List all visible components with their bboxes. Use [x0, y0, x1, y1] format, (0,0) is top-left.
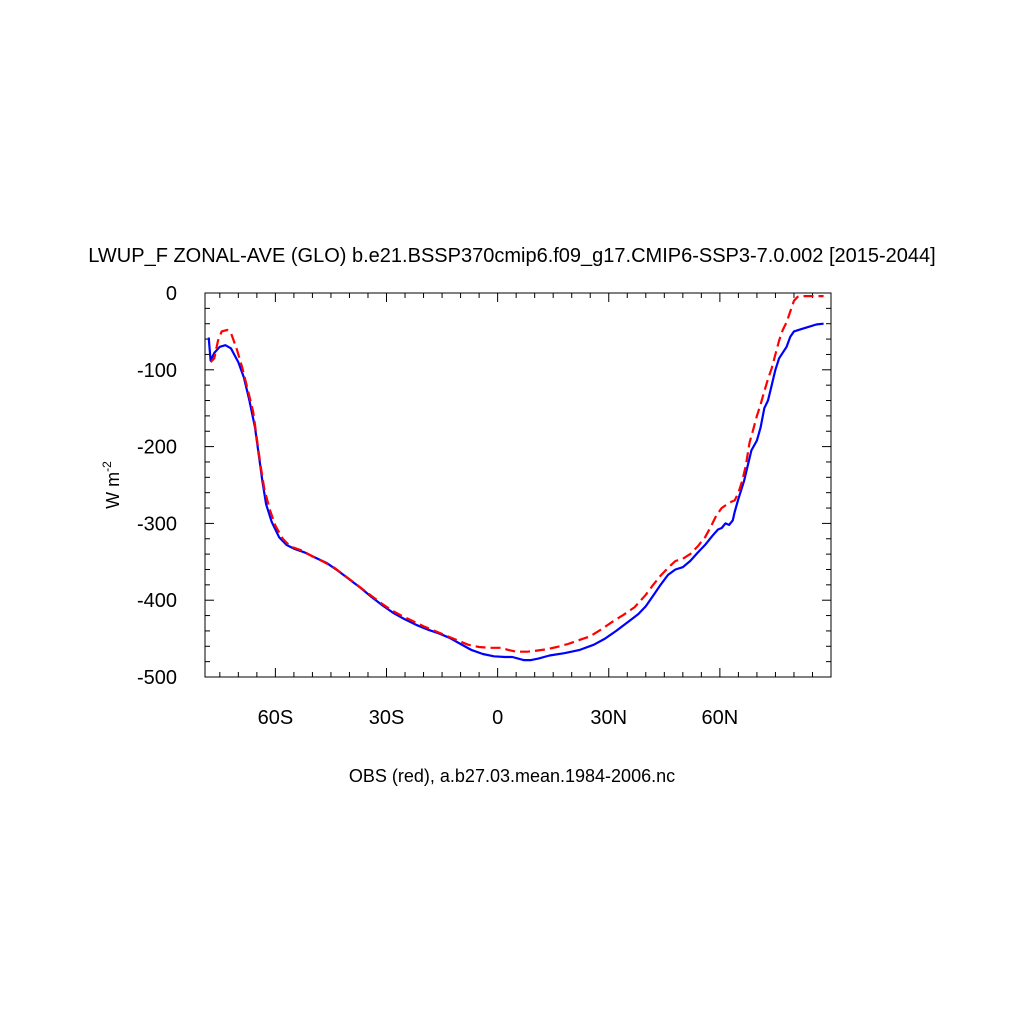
x-tick-label: 30S: [369, 707, 405, 729]
y-axis-label: W m-2: [100, 461, 123, 509]
x-tick-label: 60S: [258, 707, 294, 729]
y-axis-label-exponent: -2: [100, 461, 114, 472]
y-tick-label: -100: [137, 360, 177, 382]
model-series-line: [207, 322, 824, 662]
series-layer: [207, 295, 824, 662]
x-tick-label: 0: [492, 707, 503, 729]
y-tick-label: -400: [137, 590, 177, 612]
x-tick-label: 30N: [590, 707, 627, 729]
y-axis: 0 -100 -200 -300 -400 -500: [137, 283, 831, 689]
plot-border: [204, 292, 832, 678]
y-tick-label: -300: [137, 513, 177, 535]
x-axis: 60S 30S 0 30N 60N: [219, 293, 832, 729]
y-tick-label: 0: [166, 283, 177, 305]
y-tick-label: -500: [137, 667, 177, 689]
chart-title: LWUP_F ZONAL-AVE (GLO) b.e21.BSSP370cmip…: [88, 245, 935, 267]
obs-series-line: [209, 295, 824, 653]
y-axis-label-base: W m: [103, 472, 123, 509]
x-tick-label: 60N: [702, 707, 739, 729]
plot-frame: [204, 292, 832, 678]
chart-footer: OBS (red), a.b27.03.mean.1984-2006.nc: [349, 766, 675, 786]
y-tick-label: -200: [137, 437, 177, 459]
